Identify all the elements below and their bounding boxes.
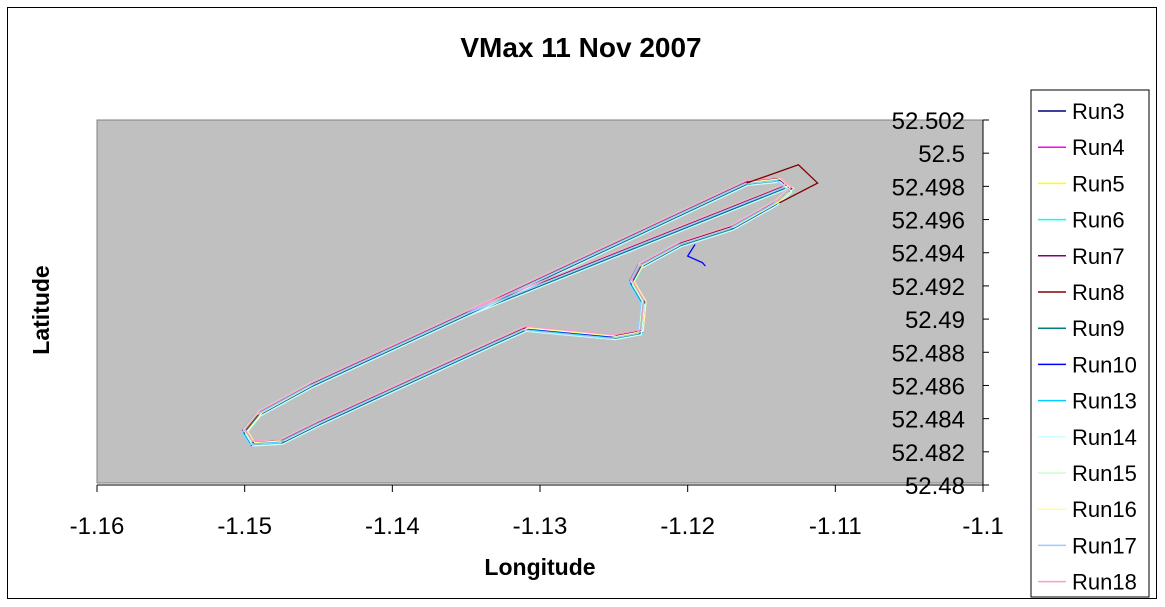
x-tick-label: -1.16 — [70, 513, 125, 540]
chart-frame: VMax 11 Nov 2007 -1.16 -1.15 -1.14 -1.13 -1.… — [7, 7, 1157, 599]
legend-label: Run14 — [1072, 425, 1137, 450]
legend-label: Run13 — [1072, 389, 1137, 414]
y-tick-label: 52.5 — [918, 141, 965, 168]
legend-label: Run3 — [1072, 99, 1125, 124]
y-tick-label: 52.498 — [892, 174, 965, 201]
legend-box — [1030, 89, 1150, 598]
legend-label: Run10 — [1072, 352, 1137, 377]
y-tick-label: 52.484 — [892, 407, 965, 434]
y-tick-label: 52.486 — [892, 373, 965, 400]
x-tick-label: -1.13 — [513, 513, 568, 540]
series-lines — [241, 164, 819, 447]
legend-label: Run8 — [1072, 280, 1125, 305]
y-axis-title: Latitude — [28, 265, 54, 354]
y-axis-ticks: 52.502 52.5 52.498 52.496 52.494 52.492 52.49 5… — [892, 108, 989, 500]
series-line-run18 — [244, 176, 793, 442]
legend-label: Run6 — [1072, 208, 1125, 233]
plot-area — [96, 119, 984, 484]
y-tick-label: 52.492 — [892, 274, 965, 301]
x-tick-label: -1.11 — [809, 513, 862, 540]
x-tick-label: -1.12 — [660, 513, 715, 540]
y-tick-label: 52.49 — [905, 307, 965, 334]
y-tick-label: 52.48 — [905, 473, 965, 500]
y-tick-label: 52.494 — [892, 241, 965, 268]
series-line-run14 — [245, 181, 793, 447]
chart-title: VMax 11 Nov 2007 — [460, 32, 701, 63]
legend-label: Run16 — [1072, 497, 1137, 522]
y-tick-label: 52.502 — [892, 108, 965, 135]
series-line-run8-extension — [746, 164, 819, 204]
legend-label: Run17 — [1072, 533, 1137, 558]
x-tick-label: -1.1 — [962, 513, 1003, 540]
legend-label: Run4 — [1072, 135, 1125, 160]
legend-label: Run9 — [1072, 316, 1125, 341]
y-tick-label: 52.496 — [892, 208, 965, 235]
legend-label: Run7 — [1072, 244, 1125, 269]
x-tick-label: -1.14 — [365, 513, 420, 540]
series-line-run10-tail — [686, 244, 706, 267]
legend-label: Run15 — [1072, 461, 1137, 486]
y-tick-label: 52.488 — [892, 340, 965, 367]
legend-label: Run18 — [1072, 570, 1137, 595]
y-tick-label: 52.482 — [892, 440, 965, 467]
x-axis-ticks: -1.16 -1.15 -1.14 -1.13 -1.12 -1.11 -1.1 — [70, 485, 1004, 540]
legend-label: Run5 — [1072, 171, 1125, 196]
chart: VMax 11 Nov 2007 -1.16 -1.15 -1.14 -1.13 -1.… — [28, 32, 1150, 598]
x-axis-title: Longitude — [484, 554, 595, 580]
legend: Run3 Run4 Run5 Run6 Run7 Run8 Run9 Run10 Run13 Ru… — [1038, 99, 1137, 595]
series-line-run16 — [246, 178, 795, 444]
x-tick-label: -1.15 — [217, 513, 272, 540]
